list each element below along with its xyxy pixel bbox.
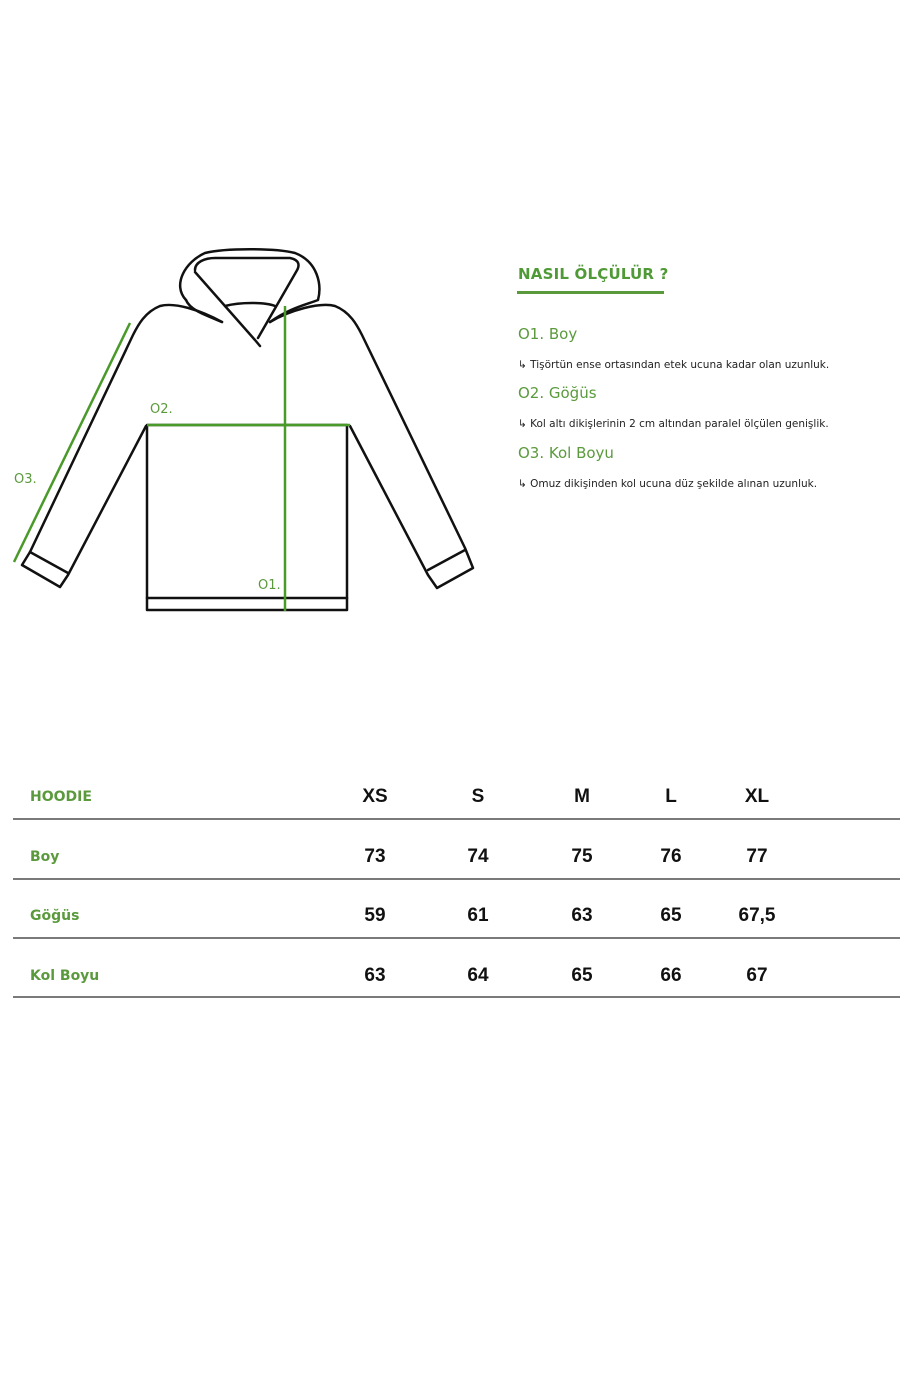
- size-header: XS: [362, 786, 388, 807]
- table-cell: 67: [746, 965, 768, 986]
- label-o1: O1.: [258, 578, 281, 593]
- size-header: XL: [744, 786, 770, 807]
- label-o3: O3.: [14, 472, 37, 487]
- step-o2-label: O2. Göğüs: [518, 384, 597, 402]
- table-cell: 63: [571, 905, 593, 926]
- title-underline: [517, 291, 664, 294]
- size-header: S: [471, 786, 485, 807]
- row-divider: [13, 996, 900, 998]
- table-cell: 63: [364, 965, 386, 986]
- label-o2: O2.: [150, 402, 173, 417]
- step-o1-desc: ↳ Tişörtün ense ortasından etek ucuna ka…: [518, 359, 830, 371]
- row-divider: [13, 878, 900, 880]
- table-cell: 65: [660, 905, 682, 926]
- row-label-boy: Boy: [30, 849, 60, 865]
- size-header: L: [665, 786, 677, 807]
- table-cell: 65: [571, 965, 593, 986]
- guide-title: NASIL ÖLÇÜLÜR ?: [518, 265, 669, 283]
- table-cell: 64: [467, 965, 489, 986]
- row-label-kol-boyu: Kol Boyu: [30, 968, 100, 984]
- hoodie-outline: [20, 248, 475, 612]
- table-cell: 77: [746, 846, 768, 867]
- measure-line-o3: [12, 322, 132, 563]
- table-cell: 75: [571, 846, 593, 867]
- table-cell: 74: [467, 846, 489, 867]
- row-divider: [13, 818, 900, 820]
- table-cell: 66: [660, 965, 682, 986]
- size-header: M: [574, 786, 590, 807]
- table-cell: 76: [660, 846, 682, 867]
- step-o2-desc: ↳ Kol altı dikişlerinin 2 cm altından pa…: [518, 418, 829, 430]
- table-cell: 61: [467, 905, 489, 926]
- table-cell: 73: [364, 846, 386, 867]
- table-header-label: HOODIE: [30, 789, 92, 805]
- hoodie-diagram: [12, 248, 475, 612]
- step-o3-label: O3. Kol Boyu: [518, 444, 614, 462]
- step-o1-label: O1. Boy: [518, 325, 578, 343]
- row-label-gogus: Göğüs: [30, 908, 80, 924]
- table-cell: 67,5: [738, 905, 776, 926]
- table-cell: 59: [364, 905, 386, 926]
- step-o3-desc: ↳ Omuz dikişinden kol ucuna düz şekilde …: [518, 478, 818, 490]
- row-divider: [13, 937, 900, 939]
- measure-lines: [12, 306, 350, 611]
